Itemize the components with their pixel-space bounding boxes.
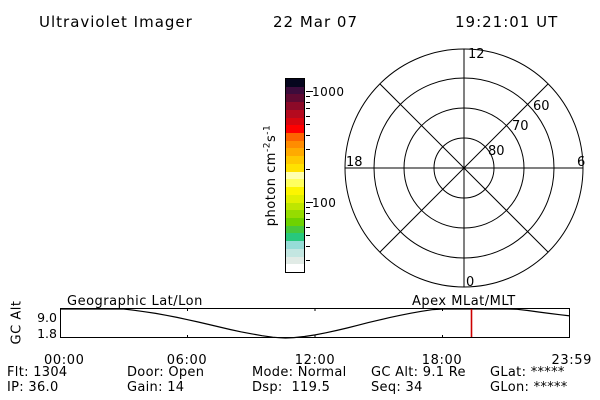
colorbar-tick <box>306 115 310 117</box>
colorbar-band <box>286 163 304 172</box>
colorbar-band <box>286 217 304 226</box>
colorbar-band <box>286 79 304 87</box>
colorbar-band <box>286 94 304 103</box>
spoke-diag-nw-se <box>379 83 549 253</box>
status-gain: Gain: 14 <box>127 380 185 395</box>
colorbar-band <box>286 248 304 257</box>
colorbar-band <box>286 171 304 180</box>
status-ip: IP: 36.0 <box>7 380 59 395</box>
colorbar-band <box>286 102 304 110</box>
colorbar-band <box>286 210 304 218</box>
colorbar-tick <box>306 207 310 209</box>
colorbar-band <box>286 133 304 141</box>
colorbar-band <box>286 264 304 272</box>
timeseries-plot-box <box>60 308 570 338</box>
colorbar-tick <box>306 101 310 103</box>
colorbar-band <box>286 202 304 211</box>
status-dsp: Dsp: 119.5 <box>252 380 331 395</box>
colorbar-tick <box>306 235 310 237</box>
lat-circle-70 <box>403 107 525 229</box>
colorbar-band <box>286 125 304 134</box>
mlt-label-6: 6 <box>577 155 585 170</box>
colorbar-tick <box>306 219 310 221</box>
intensity-colorbar <box>285 78 305 273</box>
colorbar-tick <box>306 124 310 126</box>
lat-circle-60 <box>373 77 555 259</box>
colorbar-tick-label-100: 100 <box>312 196 337 210</box>
status-glon: GLon: ***** <box>490 380 568 395</box>
lat-label-70: 70 <box>512 119 529 134</box>
colorbar-unit-label: photon cm-2s-1 <box>263 71 280 281</box>
colorbar-band <box>286 256 304 265</box>
x-tick-label: 06:00 <box>166 353 208 368</box>
colorbar-tick <box>306 226 310 228</box>
status-mode: Mode: Normal <box>252 365 347 380</box>
colorbar-tick <box>306 96 310 98</box>
lat-label-60: 60 <box>533 99 550 114</box>
colorbar-band <box>286 156 304 164</box>
status-gc-alt: GC Alt: 9.1 Re <box>371 365 466 380</box>
x-tick-label: 00:00 <box>44 353 85 368</box>
colorbar-band <box>286 86 304 95</box>
spoke-diag-ne-sw <box>379 83 549 253</box>
status-door: Door: Open <box>127 365 205 380</box>
unit-exponent: -1 <box>262 124 273 135</box>
colorbar-tick <box>306 246 310 248</box>
x-tick-label: 23:59 <box>551 353 592 368</box>
colorbar-tick <box>306 260 310 261</box>
timeseries-title-left: Geographic Lat/Lon <box>67 294 203 309</box>
colorbar-tick <box>306 108 310 110</box>
y-tick-label-1-8: 1.8 <box>37 326 57 341</box>
colorbar-tick <box>306 168 310 170</box>
instrument-title: Ultraviolet Imager <box>39 13 193 31</box>
mlt-label-0: 0 <box>466 275 474 290</box>
colorbar-band <box>286 148 304 157</box>
colorbar-tick-label-1000: 1000 <box>312 85 345 99</box>
x-tick-label: 12:00 <box>294 353 336 368</box>
colorbar-band <box>286 179 304 188</box>
mlt-label-18: 18 <box>346 155 363 170</box>
colorbar-band <box>286 225 304 234</box>
colorbar-tick <box>306 149 310 150</box>
colorbar-band <box>286 140 304 149</box>
lat-label-80: 80 <box>488 144 505 159</box>
colorbar-band <box>286 117 304 126</box>
lat-circle-80 <box>433 137 495 199</box>
colorbar-band <box>286 187 304 195</box>
colorbar-band <box>286 194 304 203</box>
status-seq: Seq: 34 <box>371 380 423 395</box>
status-glat: GLat: ***** <box>490 365 565 380</box>
timeseries-y-axis-label: GC Alt <box>9 300 25 345</box>
time-readout: 19:21:01 UT <box>455 13 559 31</box>
timeseries-title-right: Apex MLat/MLT <box>412 294 516 309</box>
y-tick-label-9: 9.0 <box>37 310 57 325</box>
colorbar-band <box>286 109 304 118</box>
colorbar-tick <box>306 212 310 214</box>
colorbar-band <box>286 233 304 242</box>
unit-exponent: -2 <box>262 142 273 153</box>
lat-circle-50 <box>344 48 584 288</box>
colorbar-band <box>286 241 304 249</box>
mlt-label-12: 12 <box>468 47 485 62</box>
unit-base: photon cm <box>263 152 279 227</box>
date-readout: 22 Mar 07 <box>273 13 359 31</box>
colorbar-tick <box>306 135 310 137</box>
unit-mid: s <box>263 134 279 143</box>
x-tick-label: 18:00 <box>421 353 463 368</box>
status-flt: Flt: 1304 <box>7 365 68 380</box>
